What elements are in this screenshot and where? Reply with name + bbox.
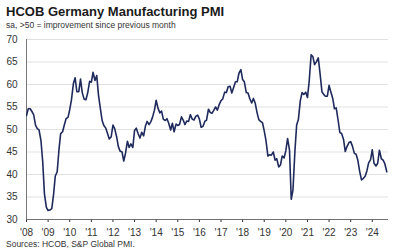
svg-text:35: 35 [6,191,18,202]
svg-text:45: 45 [6,146,18,157]
html-text:sa, >50 = improvement since pr: sa, >50 = improvement since previous mon… [6,20,176,30]
svg-text:'15: '15 [171,227,184,238]
svg-text:'11: '11 [85,227,98,238]
svg-text:'13: '13 [128,227,141,238]
svg-text:'22: '22 [323,227,336,238]
svg-text:'20: '20 [279,227,292,238]
svg-text:70: 70 [6,34,18,45]
svg-text:'16: '16 [193,227,206,238]
svg-text:'23: '23 [344,227,357,238]
svg-text:'17: '17 [214,227,227,238]
svg-text:50: 50 [6,124,18,135]
svg-text:30: 30 [6,214,18,225]
svg-text:55: 55 [6,101,18,112]
svg-text:'08: '08 [20,227,33,238]
html-text:HCOB Germany Manufacturing PMI: HCOB Germany Manufacturing PMI [6,4,225,19]
svg-text:'24: '24 [366,227,379,238]
svg-text:'09: '09 [42,227,55,238]
svg-text:'18: '18 [236,227,249,238]
svg-text:'10: '10 [63,227,76,238]
svg-text:40: 40 [6,169,18,180]
html-text:Sources: HCOB, S&P Global PMI.: Sources: HCOB, S&P Global PMI. [6,239,135,249]
svg-text:60: 60 [6,79,18,90]
svg-text:65: 65 [6,56,18,67]
svg-text:'19: '19 [258,227,271,238]
svg-text:'14: '14 [150,227,163,238]
svg-text:'12: '12 [106,227,119,238]
svg-text:'21: '21 [301,227,314,238]
